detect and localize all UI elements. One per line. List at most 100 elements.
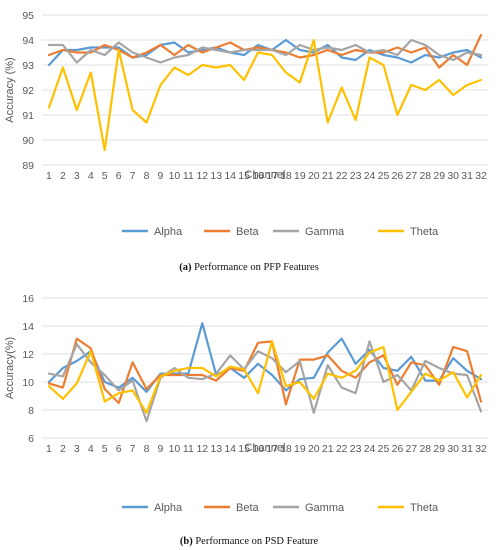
x-axis-title-a: Channel xyxy=(245,169,286,181)
legend-label-b-theta: Theta xyxy=(410,502,439,514)
x-tick-label-b-15: 15 xyxy=(238,443,250,455)
x-tick-label-a-14: 14 xyxy=(224,170,236,182)
x-tick-label-b-9: 9 xyxy=(158,443,164,455)
legend-label-a-beta: Beta xyxy=(236,226,260,238)
x-tick-label-a-25: 25 xyxy=(378,170,390,182)
series-line-a-gamma xyxy=(47,38,483,64)
x-tick-label-b-19: 19 xyxy=(294,443,306,455)
x-tick-label-a-26: 26 xyxy=(392,170,404,182)
legend-label-b-beta: Beta xyxy=(236,502,260,514)
x-tick-label-a-1: 1 xyxy=(46,170,52,182)
x-axis-title-b: Channel xyxy=(245,442,286,454)
x-tick-label-a-7: 7 xyxy=(130,170,136,182)
x-tick-label-b-14: 14 xyxy=(224,443,236,455)
x-tick-label-a-22: 22 xyxy=(336,170,348,182)
x-tick-label-a-13: 13 xyxy=(210,170,222,182)
x-tick-label-a-3: 3 xyxy=(74,170,80,182)
y-tick-label-a-89: 89 xyxy=(22,160,34,172)
y-tick-label-a-90: 90 xyxy=(22,135,34,147)
x-tick-label-b-3: 3 xyxy=(74,443,80,455)
legend-label-a-gamma: Gamma xyxy=(305,226,345,238)
x-tick-label-a-2: 2 xyxy=(60,170,66,182)
x-tick-label-a-15: 15 xyxy=(238,170,250,182)
x-tick-label-b-20: 20 xyxy=(308,443,320,455)
x-tick-label-b-18: 18 xyxy=(280,443,292,455)
legend-label-a-theta: Theta xyxy=(410,226,439,238)
x-tick-label-a-28: 28 xyxy=(419,170,431,182)
x-tick-label-a-10: 10 xyxy=(169,170,181,182)
series-line-b-gamma xyxy=(47,340,483,423)
caption-b-text: Performance on PSD Feature xyxy=(195,536,319,547)
x-tick-label-b-25: 25 xyxy=(378,443,390,455)
x-tick-label-b-12: 12 xyxy=(196,443,208,455)
x-tick-label-b-23: 23 xyxy=(350,443,362,455)
legend-label-b-alpha: Alpha xyxy=(154,502,183,514)
x-tick-label-a-27: 27 xyxy=(406,170,418,182)
x-tick-label-a-4: 4 xyxy=(88,170,94,182)
x-tick-label-b-31: 31 xyxy=(461,443,473,455)
x-tick-label-a-12: 12 xyxy=(196,170,208,182)
x-tick-label-b-29: 29 xyxy=(433,443,445,455)
series-line-a-theta xyxy=(47,38,483,152)
x-tick-label-b-32: 32 xyxy=(475,443,487,455)
y-tick-label-a-95: 95 xyxy=(22,10,34,22)
x-tick-label-b-5: 5 xyxy=(102,443,108,455)
caption-a-prefix: (a) xyxy=(179,262,192,273)
y-tick-label-a-94: 94 xyxy=(22,35,34,47)
y-tick-label-b-14: 14 xyxy=(22,321,34,333)
x-tick-label-b-1: 1 xyxy=(46,443,52,455)
x-tick-label-b-22: 22 xyxy=(336,443,348,455)
x-tick-label-b-10: 10 xyxy=(169,443,181,455)
series-line-a-alpha xyxy=(47,38,483,67)
x-tick-label-b-24: 24 xyxy=(364,443,376,455)
y-tick-label-b-8: 8 xyxy=(28,405,34,417)
legend-label-a-alpha: Alpha xyxy=(154,226,183,238)
x-tick-label-a-18: 18 xyxy=(280,170,292,182)
x-tick-label-a-31: 31 xyxy=(461,170,473,182)
x-tick-label-a-9: 9 xyxy=(158,170,164,182)
x-tick-label-b-27: 27 xyxy=(406,443,418,455)
x-tick-label-a-21: 21 xyxy=(322,170,334,182)
caption-b: (b) Performance on PSD Feature xyxy=(0,536,498,547)
x-tick-label-b-17: 17 xyxy=(266,443,278,455)
x-tick-label-b-11: 11 xyxy=(183,443,194,455)
y-tick-label-b-6: 6 xyxy=(28,433,34,445)
x-tick-label-b-30: 30 xyxy=(447,443,459,455)
y-axis-title-b: Accuracy(%) xyxy=(4,337,16,399)
series-line-b-theta xyxy=(47,340,483,414)
x-tick-label-b-6: 6 xyxy=(116,443,122,455)
x-tick-label-b-16: 16 xyxy=(252,443,264,455)
x-tick-label-a-11: 11 xyxy=(183,170,194,182)
x-tick-label-a-5: 5 xyxy=(102,170,108,182)
y-tick-label-a-91: 91 xyxy=(22,110,34,122)
series-line-b-beta xyxy=(47,337,483,406)
caption-a: (a) Performance on PFP Features xyxy=(0,262,498,273)
x-tick-label-a-6: 6 xyxy=(116,170,122,182)
x-tick-label-a-8: 8 xyxy=(144,170,150,182)
y-tick-label-b-10: 10 xyxy=(22,377,34,389)
x-tick-label-a-23: 23 xyxy=(350,170,362,182)
x-tick-label-a-24: 24 xyxy=(364,170,376,182)
x-tick-label-a-16: 16 xyxy=(252,170,264,182)
y-tick-label-b-16: 16 xyxy=(22,293,34,305)
x-tick-label-a-32: 32 xyxy=(475,170,487,182)
y-axis-title-a: Accuracy (%) xyxy=(4,57,16,122)
y-tick-label-b-12: 12 xyxy=(22,349,34,361)
x-tick-label-a-20: 20 xyxy=(308,170,320,182)
x-tick-label-b-8: 8 xyxy=(144,443,150,455)
x-tick-label-b-21: 21 xyxy=(322,443,334,455)
x-tick-label-a-17: 17 xyxy=(266,170,278,182)
caption-b-prefix: (b) xyxy=(179,536,193,547)
caption-a-text: Performance on PFP Features xyxy=(194,262,319,273)
x-tick-label-b-13: 13 xyxy=(210,443,222,455)
x-tick-label-a-30: 30 xyxy=(447,170,459,182)
y-tick-label-a-93: 93 xyxy=(22,60,34,72)
series-line-a-beta xyxy=(47,33,483,69)
x-tick-label-a-19: 19 xyxy=(294,170,306,182)
x-tick-label-b-2: 2 xyxy=(60,443,66,455)
x-tick-label-b-26: 26 xyxy=(392,443,404,455)
legend-label-b-gamma: Gamma xyxy=(305,502,345,514)
